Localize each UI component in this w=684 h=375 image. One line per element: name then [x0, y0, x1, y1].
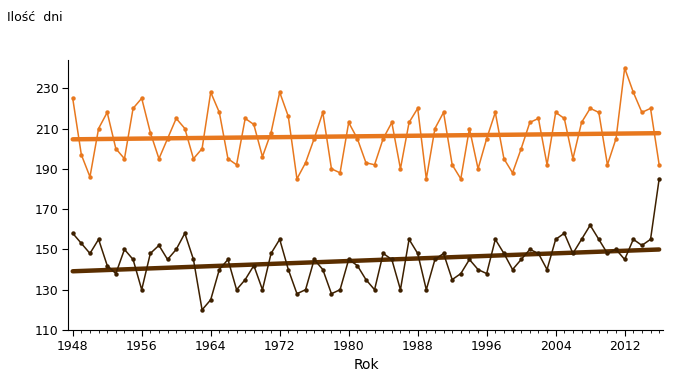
- Leśny  okres  wegetacyjny: [181, 231, 189, 236]
- Meteorologiczny  okres  wegetacyjny: [293, 177, 301, 181]
- Leśny  okres  wegetacyjny: [198, 308, 206, 312]
- Meteorologiczny  okres  wegetacyjny: [620, 66, 629, 70]
- Leśny  okres  wegetacyjny: [655, 177, 663, 181]
- X-axis label: Rok: Rok: [353, 358, 379, 372]
- Line: Leśny  okres  wegetacyjny: Leśny okres wegetacyjny: [70, 177, 661, 312]
- Meteorologiczny  okres  wegetacyjny: [111, 146, 120, 151]
- Leśny  okres  wegetacyjny: [414, 251, 422, 256]
- Leśny  okres  wegetacyjny: [276, 237, 284, 242]
- Leśny  okres  wegetacyjny: [267, 251, 275, 256]
- Line: Meteorologiczny  okres  wegetacyjny: Meteorologiczny okres wegetacyjny: [70, 66, 661, 181]
- Meteorologiczny  okres  wegetacyjny: [646, 106, 655, 111]
- Meteorologiczny  okres  wegetacyjny: [414, 106, 422, 111]
- Meteorologiczny  okres  wegetacyjny: [526, 120, 534, 125]
- Text: Ilość  dni: Ilość dni: [7, 11, 62, 24]
- Meteorologiczny  okres  wegetacyjny: [68, 96, 77, 100]
- Leśny  okres  wegetacyjny: [646, 237, 655, 242]
- Meteorologiczny  okres  wegetacyjny: [181, 126, 189, 131]
- Leśny  okres  wegetacyjny: [68, 231, 77, 236]
- Meteorologiczny  okres  wegetacyjny: [163, 136, 172, 141]
- Leśny  okres  wegetacyjny: [111, 272, 120, 276]
- Meteorologiczny  okres  wegetacyjny: [655, 162, 663, 167]
